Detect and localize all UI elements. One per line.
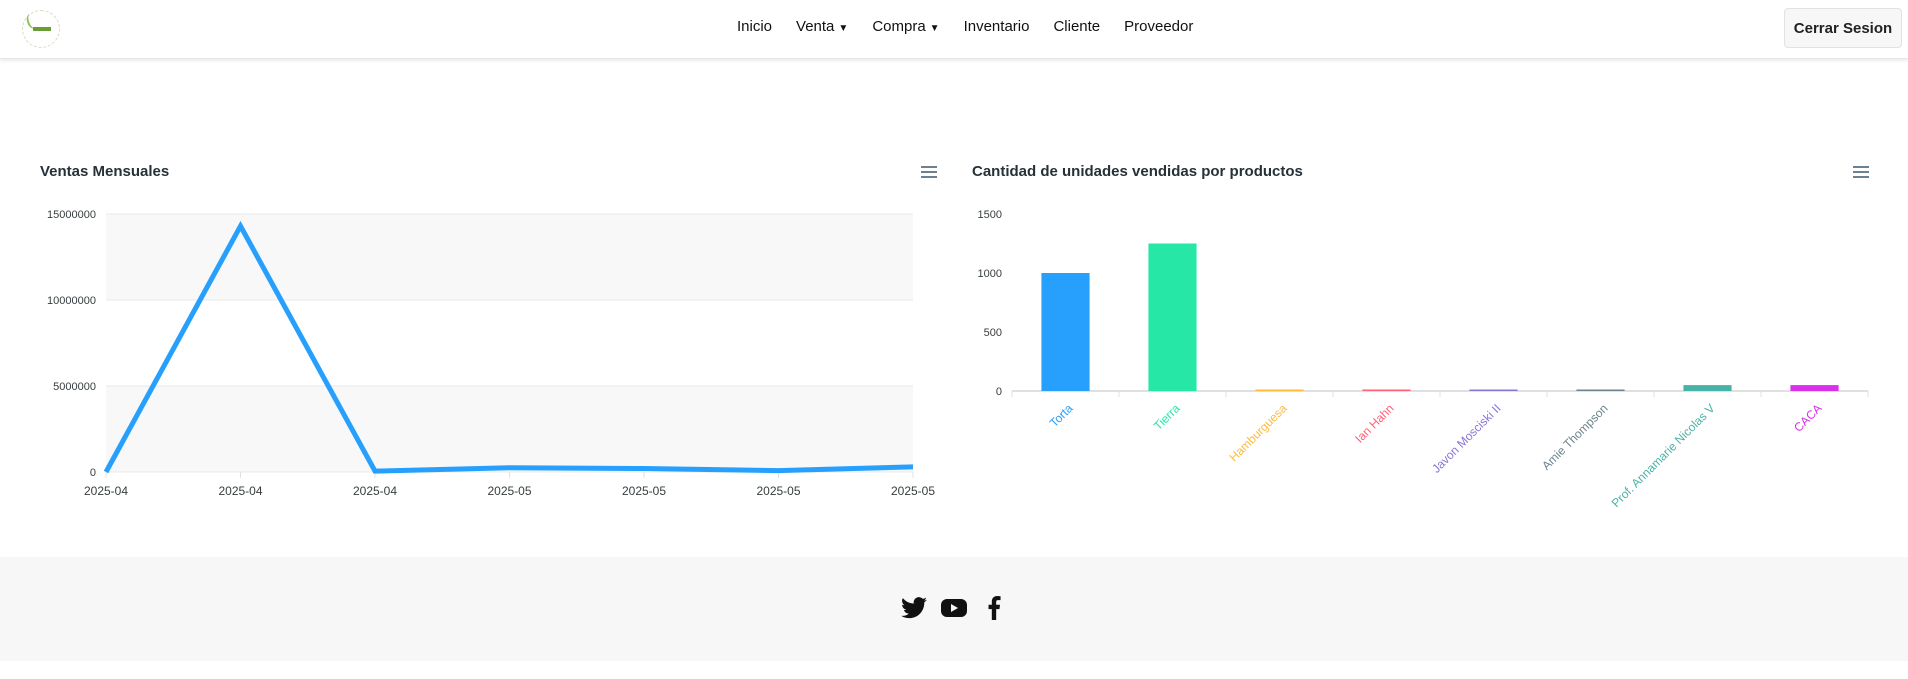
chevron-down-icon: ▼ bbox=[838, 23, 849, 34]
x-tick-label: 2025-05 bbox=[622, 484, 666, 498]
y-tick-label: 15000000 bbox=[47, 209, 96, 221]
chart-title-ventas: Ventas Mensuales bbox=[40, 163, 170, 180]
x-tick-label: Prof. Annamarie Nicolas V bbox=[1609, 401, 1718, 510]
x-tick-label: 2025-04 bbox=[84, 484, 128, 498]
logo[interactable] bbox=[22, 10, 60, 48]
x-tick-label: 2025-04 bbox=[353, 484, 397, 498]
x-tick-label: 2025-04 bbox=[218, 484, 262, 498]
x-tick-label: 2025-05 bbox=[487, 484, 531, 498]
nav-label: Venta bbox=[796, 18, 835, 35]
nav-inventario[interactable]: Inventario bbox=[964, 18, 1030, 35]
chart-title-productos: Cantidad de unidades vendidas por produc… bbox=[972, 163, 1303, 180]
x-tick-label: Tierra bbox=[1151, 401, 1183, 433]
y-tick-label: 1500 bbox=[978, 209, 1002, 221]
y-tick-label: 0 bbox=[996, 386, 1002, 398]
nav-label: Inicio bbox=[737, 18, 773, 35]
nav-inicio[interactable]: Inicio bbox=[737, 18, 772, 35]
main-menu: Inicio Venta ▼ Compra ▼ Inventario Cliente… bbox=[737, 18, 1193, 35]
nav-label: Proveedor bbox=[1124, 18, 1194, 35]
facebook-icon[interactable] bbox=[980, 595, 1008, 621]
youtube-icon[interactable] bbox=[940, 595, 968, 621]
twitter-icon[interactable] bbox=[900, 595, 928, 621]
x-tick-label: Ian Hahn bbox=[1352, 401, 1396, 445]
y-tick-label: 1000 bbox=[978, 268, 1002, 280]
x-tick-label: Amie Thompson bbox=[1539, 401, 1611, 473]
chart-menu-icon[interactable] bbox=[921, 166, 937, 178]
y-tick-label: 500 bbox=[984, 327, 1002, 339]
nav-label: Cliente bbox=[1053, 18, 1101, 35]
nav-compra[interactable]: Compra ▼ bbox=[872, 18, 939, 35]
grid-band bbox=[106, 214, 913, 300]
bar bbox=[1576, 389, 1625, 391]
navbar: Inicio Venta ▼ Compra ▼ Inventario Cliente… bbox=[0, 0, 1908, 59]
nav-label: Inventario bbox=[963, 18, 1030, 35]
logout-button[interactable]: Cerrar Sesion bbox=[1784, 8, 1902, 48]
x-tick-label: 2025-05 bbox=[756, 484, 800, 498]
nav-label: Compra bbox=[872, 18, 926, 35]
chevron-down-icon: ▼ bbox=[929, 23, 940, 34]
bar bbox=[1362, 389, 1411, 391]
series-line bbox=[103, 220, 914, 474]
y-tick-label: 10000000 bbox=[47, 295, 96, 307]
footer bbox=[0, 557, 1908, 661]
grid-band bbox=[106, 386, 913, 472]
x-tick-label: 2025-05 bbox=[891, 484, 935, 498]
y-tick-label: 5000000 bbox=[53, 381, 96, 393]
nav-venta[interactable]: Venta ▼ bbox=[796, 18, 848, 35]
chart-menu-icon[interactable] bbox=[1853, 166, 1869, 178]
bar bbox=[1255, 389, 1304, 391]
bar bbox=[1469, 389, 1518, 391]
bar bbox=[1041, 273, 1090, 391]
bar bbox=[1790, 385, 1839, 391]
x-tick-label: Javon Mosciski II bbox=[1429, 401, 1504, 476]
nav-cliente[interactable]: Cliente bbox=[1053, 18, 1100, 35]
x-tick-label: Torta bbox=[1047, 401, 1076, 430]
x-tick-label: CACA bbox=[1791, 401, 1824, 434]
bar bbox=[1148, 243, 1197, 391]
bar bbox=[1683, 385, 1732, 391]
nav-proveedor[interactable]: Proveedor bbox=[1124, 18, 1193, 35]
y-tick-label: 0 bbox=[90, 467, 96, 479]
x-tick-label: Hamburguesa bbox=[1226, 401, 1289, 464]
